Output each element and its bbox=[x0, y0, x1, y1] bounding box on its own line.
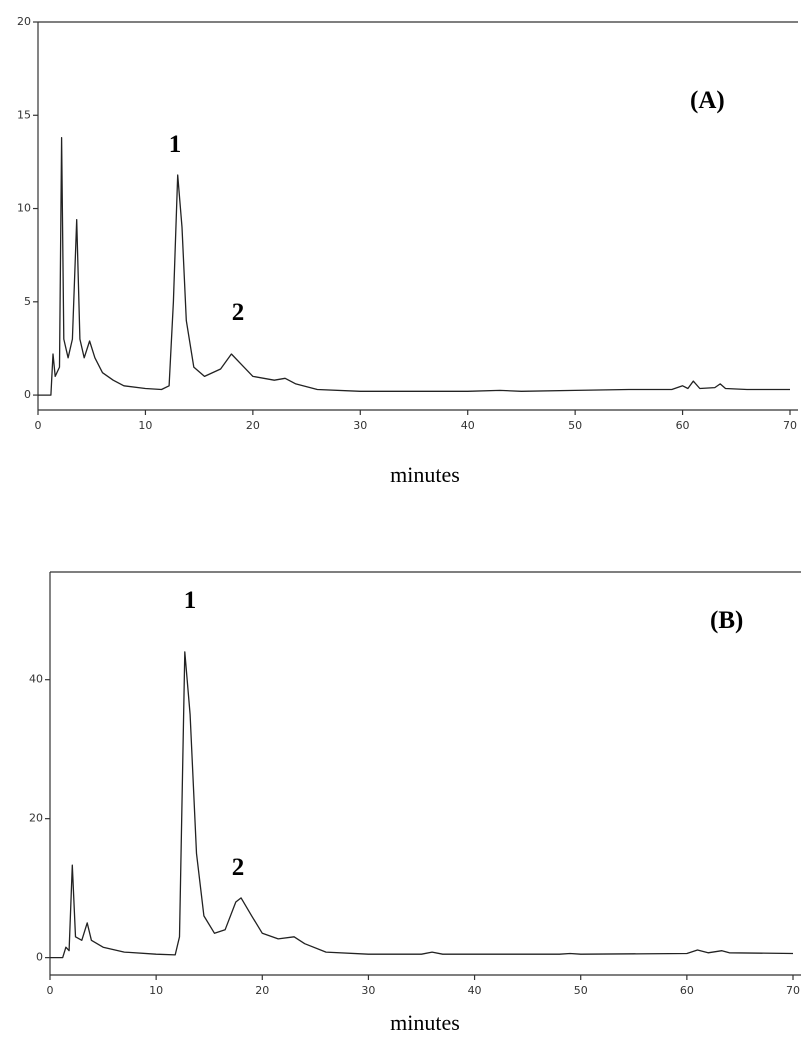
x-tick-label: 30 bbox=[361, 984, 375, 997]
x-tick-label: 0 bbox=[47, 984, 54, 997]
x-tick-label: 10 bbox=[149, 984, 163, 997]
x-tick-label: 20 bbox=[255, 984, 269, 997]
y-tick-label: 20 bbox=[17, 15, 31, 28]
y-tick-label: 15 bbox=[17, 108, 31, 121]
y-tick-label: 40 bbox=[29, 673, 43, 686]
trace bbox=[50, 651, 794, 959]
x-tick-label: 40 bbox=[461, 419, 475, 432]
x-tick-label: 50 bbox=[568, 419, 582, 432]
x-tick-label: 70 bbox=[786, 984, 800, 997]
x-tick-label: 50 bbox=[574, 984, 588, 997]
annotation: (A) bbox=[690, 87, 725, 114]
x-tick-label: 60 bbox=[676, 419, 690, 432]
y-tick-label: 0 bbox=[36, 951, 43, 964]
y-tick-label: 0 bbox=[24, 388, 31, 401]
annotation: 2 bbox=[232, 299, 245, 326]
x-tick-label: 20 bbox=[246, 419, 260, 432]
annotation: (B) bbox=[710, 607, 743, 634]
annotation: 1 bbox=[169, 131, 182, 158]
x-tick-label: 70 bbox=[783, 419, 797, 432]
y-tick-label: 10 bbox=[17, 202, 31, 215]
x-tick-label: 30 bbox=[353, 419, 367, 432]
y-tick-label: 5 bbox=[24, 295, 31, 308]
x-tick-label: 10 bbox=[138, 419, 152, 432]
annotation: 1 bbox=[184, 587, 197, 614]
x-tick-label: 40 bbox=[468, 984, 482, 997]
x-tick-label: 60 bbox=[680, 984, 694, 997]
y-tick-label: 20 bbox=[29, 812, 43, 825]
x-tick-label: 0 bbox=[35, 419, 42, 432]
x-axis-label: minutes bbox=[390, 462, 460, 487]
trace bbox=[38, 137, 790, 396]
x-axis-label: minutes bbox=[390, 1010, 460, 1035]
annotation: 2 bbox=[232, 854, 245, 881]
